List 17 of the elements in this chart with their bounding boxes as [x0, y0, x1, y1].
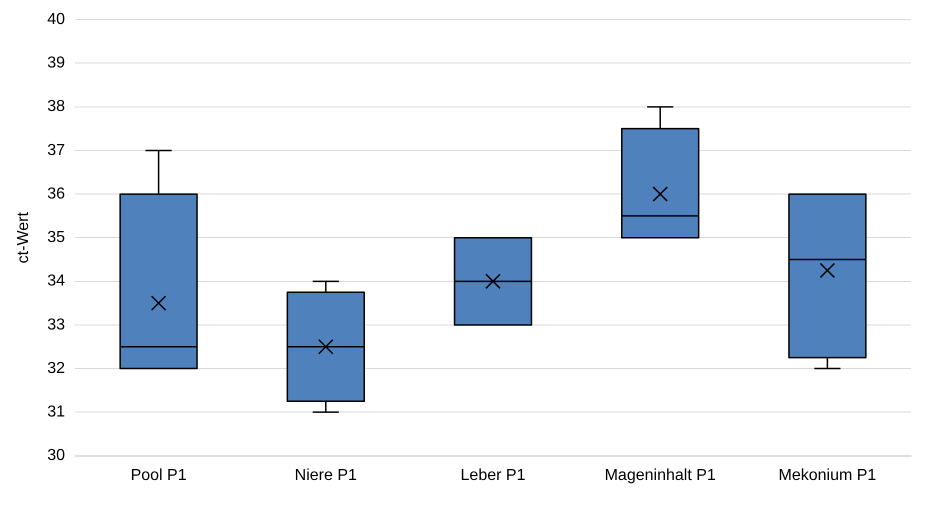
y-tick-label: 34 — [47, 272, 66, 290]
x-tick-label: Mageninhalt P1 — [604, 466, 716, 484]
y-tick-label: 32 — [47, 360, 66, 377]
y-tick-label: 39 — [47, 54, 66, 72]
y-tick-label: 37 — [47, 142, 66, 159]
y-tick-label: 36 — [47, 185, 66, 202]
x-tick-label: Mekonium P1 — [778, 466, 876, 484]
x-tick-label: Niere P1 — [294, 466, 358, 484]
y-tick-label: 31 — [47, 404, 66, 421]
y-tick-label: 38 — [47, 98, 66, 116]
y-tick-label: 30 — [47, 447, 66, 464]
y-tick-label: 33 — [47, 316, 66, 334]
y-tick-label: 40 — [47, 11, 66, 28]
x-tick-label: Leber P1 — [460, 466, 526, 484]
y-tick-label: 35 — [47, 229, 66, 246]
x-tick-label: Pool P1 — [130, 466, 187, 484]
y-axis-title: ct-Wert — [15, 212, 32, 264]
